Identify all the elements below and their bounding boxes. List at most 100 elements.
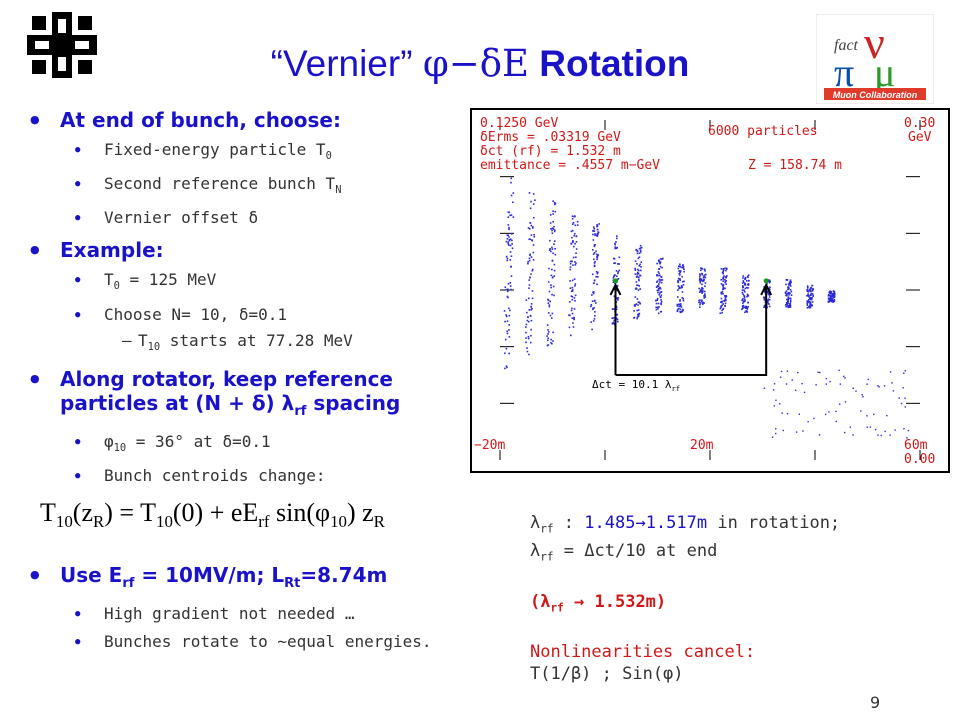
data-point (701, 299, 703, 302)
data-point (638, 313, 640, 315)
data-point (592, 307, 594, 310)
data-point (570, 295, 573, 298)
data-point (573, 234, 576, 237)
data-point (596, 232, 599, 235)
data-point (724, 294, 726, 297)
data-point (768, 279, 770, 281)
data-point (658, 278, 661, 281)
data-point (594, 260, 596, 263)
data-point (657, 271, 660, 273)
data-point (617, 272, 619, 275)
data-point (801, 382, 803, 385)
data-point (528, 284, 531, 286)
data-point (701, 290, 703, 293)
data-point (569, 262, 572, 265)
data-point (573, 316, 575, 319)
data-point (679, 271, 681, 274)
data-point (595, 275, 597, 278)
data-point (573, 297, 576, 299)
data-point (508, 226, 510, 229)
data-point (852, 387, 854, 389)
data-point (812, 288, 814, 291)
data-point (720, 279, 723, 281)
data-point (790, 281, 792, 284)
data-point (635, 281, 638, 283)
data-point (886, 414, 888, 417)
data-point (744, 278, 746, 281)
bunch (590, 223, 600, 331)
data-point (676, 310, 679, 313)
data-point (659, 265, 662, 268)
data-point (745, 280, 748, 282)
data-point (745, 310, 748, 312)
data-point (787, 302, 789, 305)
data-point (593, 265, 596, 268)
data-point (554, 247, 556, 250)
data-point (704, 285, 706, 288)
data-point (571, 289, 574, 291)
data-point (533, 233, 535, 236)
data-point (506, 366, 508, 369)
data-point (531, 297, 534, 300)
data-point (722, 284, 725, 286)
data-point (512, 192, 515, 194)
page-number: 9 (870, 693, 881, 712)
data-point (611, 308, 614, 310)
data-point (639, 247, 642, 249)
data-point (532, 193, 535, 195)
data-point (746, 308, 749, 310)
data-point (616, 235, 618, 237)
data-point (548, 304, 551, 306)
data-point (679, 270, 682, 272)
data-point (724, 280, 727, 283)
data-point (681, 264, 684, 267)
data-point (830, 298, 833, 300)
data-point (744, 298, 746, 301)
data-point (510, 255, 513, 257)
data-point (662, 257, 664, 260)
data-point (699, 277, 701, 280)
data-point (811, 284, 813, 287)
data-point (699, 303, 701, 306)
fermilab-logo-icon (27, 12, 97, 78)
data-point (636, 249, 639, 252)
data-point (568, 314, 570, 317)
data-point (508, 329, 510, 331)
data-point (656, 299, 658, 301)
data-point (505, 255, 508, 258)
data-point (592, 226, 595, 228)
data-point (679, 263, 681, 266)
data-point (508, 324, 510, 326)
data-point (810, 293, 812, 296)
data-point (763, 306, 765, 309)
data-point (789, 285, 792, 287)
bullet-3-item: Bunch centroids change: (30, 466, 470, 486)
plot-dct: δct (rf) = 1.532 m (480, 144, 621, 159)
data-point (724, 287, 726, 290)
data-point (531, 269, 534, 272)
data-point (532, 216, 535, 219)
data-point (575, 262, 577, 265)
data-point (704, 276, 707, 279)
data-point (789, 288, 792, 291)
data-point (746, 311, 749, 313)
data-point (656, 280, 659, 282)
data-point (786, 298, 788, 301)
data-point (504, 320, 506, 323)
data-point (779, 403, 781, 405)
data-point (807, 295, 810, 297)
data-point (726, 275, 728, 277)
data-point (660, 291, 663, 293)
data-point (722, 307, 725, 310)
data-point (656, 285, 659, 288)
data-point (679, 304, 682, 307)
data-point (594, 234, 596, 237)
data-point (725, 280, 727, 282)
data-point (574, 283, 577, 285)
data-point (703, 297, 705, 299)
data-point (806, 294, 808, 297)
data-point (699, 302, 701, 304)
data-point (634, 267, 636, 270)
data-point (724, 298, 727, 300)
data-point (525, 341, 527, 344)
